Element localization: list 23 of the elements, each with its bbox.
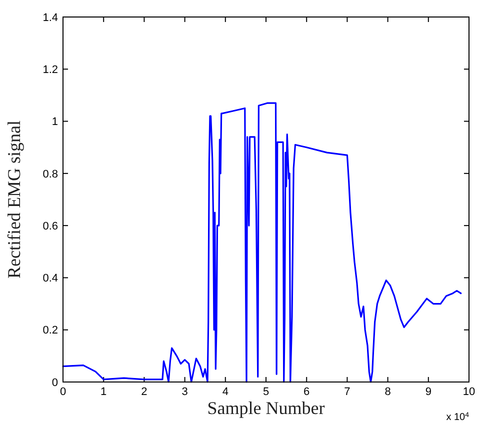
text: x 10$^{4}$: [446, 412, 470, 423]
y-tick-label: 0: [52, 376, 58, 389]
y-tick-label: 1.4: [42, 12, 58, 24]
y-tick-label: 0.2: [42, 324, 58, 337]
x-tick-label: 2: [141, 386, 148, 398]
y-axis-title: Rectified EMG signal: [4, 120, 24, 278]
x-tick-label: 9: [425, 386, 432, 398]
x-tick-label: 5: [262, 386, 270, 398]
x-tick-label: 10: [462, 386, 476, 398]
y-tick-label: 0.4: [42, 272, 58, 285]
line-series: [62, 102, 462, 383]
x-tick-label: 0: [60, 386, 66, 398]
x-tick-label: 4: [222, 386, 228, 398]
y-tick-label: 1.2: [42, 64, 58, 76]
x-tick-label: 3: [182, 386, 188, 398]
y-tick-label: 1: [52, 116, 58, 128]
x-tick-label: 1: [100, 386, 107, 398]
x-tick-label: 8: [384, 386, 391, 398]
y-tick-label: 0.6: [42, 220, 58, 232]
x-tick-label: 7: [344, 386, 350, 398]
x-axis-title: Sample Number: [207, 398, 325, 418]
y-tick-label: 0.8: [42, 168, 58, 180]
x-tick-label: 6: [304, 386, 310, 398]
